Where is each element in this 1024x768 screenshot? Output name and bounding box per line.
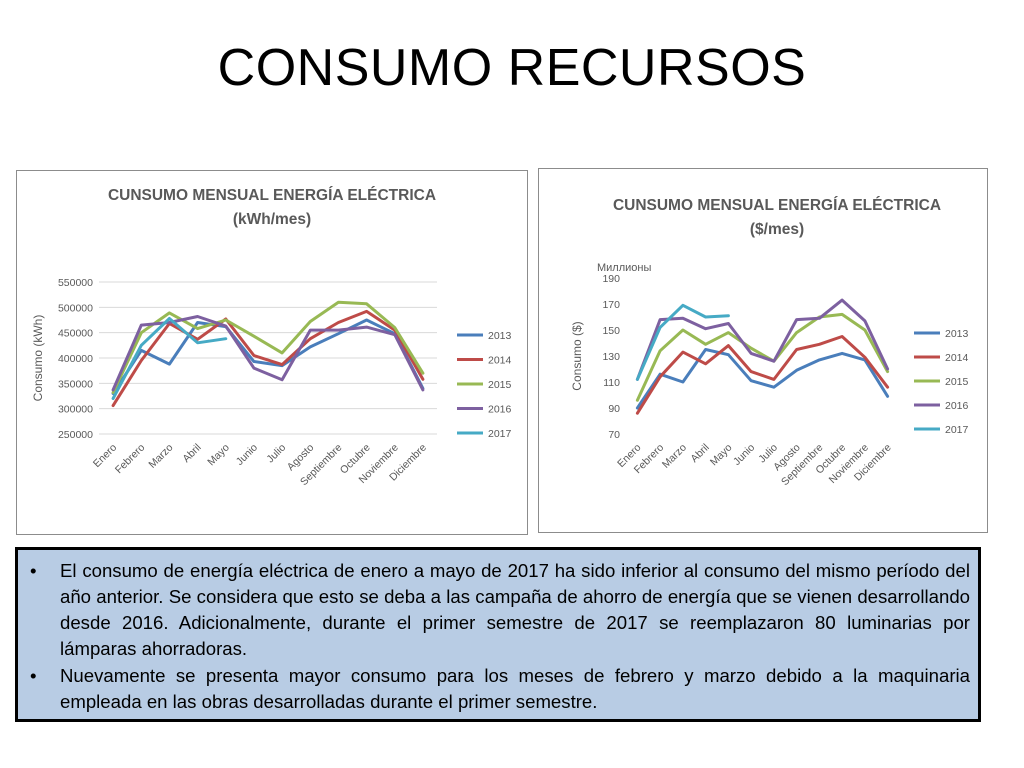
x-tick-label: Julio — [264, 442, 288, 466]
legend-label: 2017 — [945, 424, 969, 436]
legend-label: 2013 — [945, 328, 969, 340]
legend-label: 2014 — [488, 355, 512, 367]
note-text: Nuevamente se presenta mayor consumo par… — [60, 665, 970, 712]
y-tick-label: 150 — [602, 325, 620, 337]
note-item: • El consumo de energía eléctrica de ener… — [24, 558, 970, 662]
x-tick-label: Febrero — [113, 442, 148, 477]
y-tick-label: 110 — [603, 377, 620, 389]
legend-label: 2015 — [945, 376, 969, 388]
series-line-2015 — [111, 300, 425, 394]
note-text: El consumo de energía eléctrica de enero… — [60, 560, 970, 659]
bullet-icon: • — [30, 665, 37, 686]
x-tick-label: Mayo — [205, 442, 232, 469]
y-axis-label: Consumo ($) — [570, 321, 584, 390]
series-line-2015 — [635, 312, 890, 402]
legend-label: 2013 — [488, 330, 512, 342]
x-tick-label: Junio — [234, 442, 260, 468]
y-tick-label: 500000 — [58, 302, 93, 314]
chart-kwh-panel: CUNSUMO MENSUAL ENERGÍA ELÉCTRICA (kWh/me… — [16, 170, 528, 535]
bullet-icon: • — [30, 560, 37, 581]
series-line-2014 — [111, 309, 425, 408]
series-line-2013 — [111, 318, 425, 395]
x-tick-label: Marzo — [146, 442, 175, 471]
x-tick-label: Abril — [180, 442, 203, 465]
chart-cost-panel: CUNSUMO MENSUAL ENERGÍA ELÉCTRICA ($/mes)… — [538, 168, 988, 533]
y-tick-label: 300000 — [58, 404, 93, 416]
notes-box: • El consumo de energía eléctrica de ener… — [15, 547, 981, 722]
legend-label: 2016 — [488, 404, 512, 416]
y-tick-label: 130 — [602, 351, 620, 363]
chart-title: CUNSUMO MENSUAL ENERGÍA ELÉCTRICA — [108, 187, 436, 204]
chart-subtitle: ($/mes) — [750, 221, 804, 238]
x-tick-label: Junio — [731, 442, 757, 468]
x-tick-label: Mayo — [708, 442, 735, 469]
unit-label: Миллионы — [597, 262, 651, 274]
y-axis-label: Consumo (kWh) — [31, 315, 45, 402]
series-line-2013 — [635, 348, 890, 410]
y-tick-label: 550000 — [58, 277, 93, 289]
y-tick-label: 90 — [608, 403, 620, 415]
legend-label: 2016 — [945, 400, 969, 412]
legend-label: 2017 — [488, 428, 512, 440]
legend-label: 2014 — [945, 352, 969, 364]
notes-list: • El consumo de energía eléctrica de ener… — [24, 558, 970, 715]
y-tick-label: 400000 — [58, 353, 93, 365]
slide-title: CONSUMO RECURSOS — [217, 39, 807, 97]
y-tick-label: 170 — [602, 299, 620, 311]
y-tick-label: 250000 — [58, 429, 93, 441]
series-line-2014 — [635, 335, 890, 415]
y-tick-label: 450000 — [58, 328, 93, 340]
series-line-2017 — [635, 303, 730, 381]
series-line-2017 — [111, 317, 228, 400]
x-tick-label: Marzo — [660, 442, 689, 471]
y-tick-label: 70 — [608, 429, 620, 441]
series-line-2016 — [635, 298, 890, 381]
chart-kwh: CUNSUMO MENSUAL ENERGÍA ELÉCTRICA (kWh/me… — [31, 187, 512, 488]
legend-label: 2015 — [488, 379, 512, 391]
chart-subtitle: (kWh/mes) — [233, 211, 311, 228]
chart-title: CUNSUMO MENSUAL ENERGÍA ELÉCTRICA — [613, 197, 941, 214]
y-tick-label: 350000 — [58, 378, 93, 390]
note-item: • Nuevamente se presenta mayor consumo pa… — [24, 663, 970, 715]
chart-cost: CUNSUMO MENSUAL ENERGÍA ELÉCTRICA ($/mes)… — [570, 197, 969, 488]
y-tick-label: 190 — [602, 273, 620, 285]
